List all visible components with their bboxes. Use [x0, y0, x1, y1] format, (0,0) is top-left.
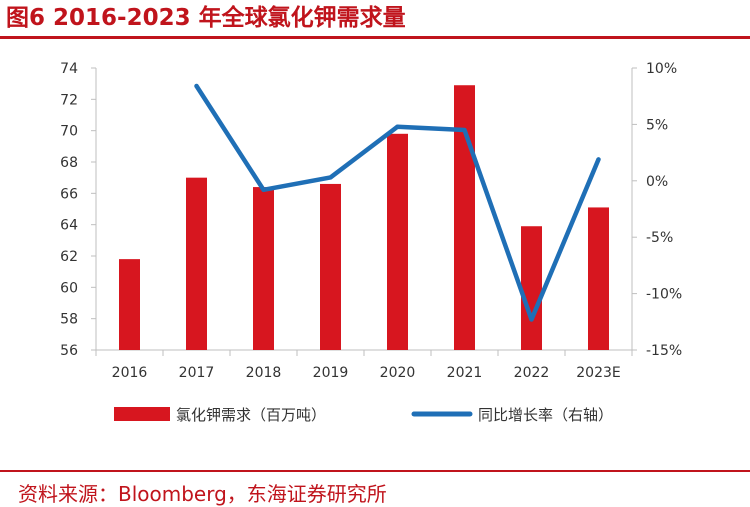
growth-point-2022	[529, 317, 534, 322]
bar-demand-2023E	[588, 207, 609, 350]
growth-point-2020	[395, 124, 400, 129]
x-tick-label: 2022	[514, 365, 550, 381]
right-tick-label: 10%	[646, 61, 677, 77]
left-tick-label: 74	[60, 61, 78, 77]
bar-demand-2019	[320, 183, 341, 350]
x-tick-label: 2021	[447, 365, 483, 381]
right-tick-label: 5%	[646, 117, 668, 133]
right-tick-label: 0%	[646, 174, 668, 190]
left-tick-label: 64	[60, 218, 78, 234]
x-tick-label: 2016	[112, 365, 148, 381]
growth-point-2017	[194, 84, 199, 89]
source-divider	[0, 470, 750, 472]
left-tick-label: 66	[60, 186, 78, 202]
left-tick-label: 68	[60, 155, 78, 171]
left-tick-label: 72	[60, 92, 78, 108]
bar-demand-2017	[186, 177, 207, 350]
x-tick-label: 2017	[179, 365, 215, 381]
right-tick-label: -5%	[646, 230, 673, 246]
figure-title: 图6 2016-2023 年全球氯化钾需求量	[6, 5, 406, 31]
bar-demand-2022	[521, 226, 542, 350]
left-tick-label: 70	[60, 124, 78, 140]
x-tick-label: 2020	[380, 365, 416, 381]
x-tick-label: 2019	[313, 365, 349, 381]
growth-point-2023E	[596, 157, 601, 162]
right-tick-label: -15%	[646, 343, 682, 359]
x-tick-label: 2018	[246, 365, 282, 381]
left-tick-label: 60	[60, 280, 78, 296]
legend-swatch-demand	[114, 407, 170, 421]
growth-point-2019	[328, 175, 333, 180]
growth-point-2021	[462, 128, 467, 133]
source-note: 资料来源：Bloomberg，东海证券研究所	[18, 482, 387, 506]
growth-point-2018	[261, 187, 266, 192]
bar-demand-2020	[387, 133, 408, 350]
chart-canvas: 56 58 60 62 64 66 68 70 72 74 -15% -10% -5% 0% 5% 10% 20…	[60, 61, 682, 424]
bar-demand-2021	[454, 85, 475, 350]
bar-demand-2016	[119, 259, 140, 350]
title-divider	[0, 36, 750, 39]
left-tick-label: 58	[60, 312, 78, 328]
left-tick-label: 62	[60, 249, 78, 265]
left-tick-label: 56	[60, 343, 78, 359]
legend-label-growth: 同比增长率（右轴）	[478, 406, 613, 424]
bar-demand-2018	[253, 187, 274, 350]
legend-label-demand: 氯化钾需求（百万吨）	[176, 406, 326, 424]
x-tick-label: 2023E	[576, 365, 620, 381]
right-tick-label: -10%	[646, 287, 682, 303]
